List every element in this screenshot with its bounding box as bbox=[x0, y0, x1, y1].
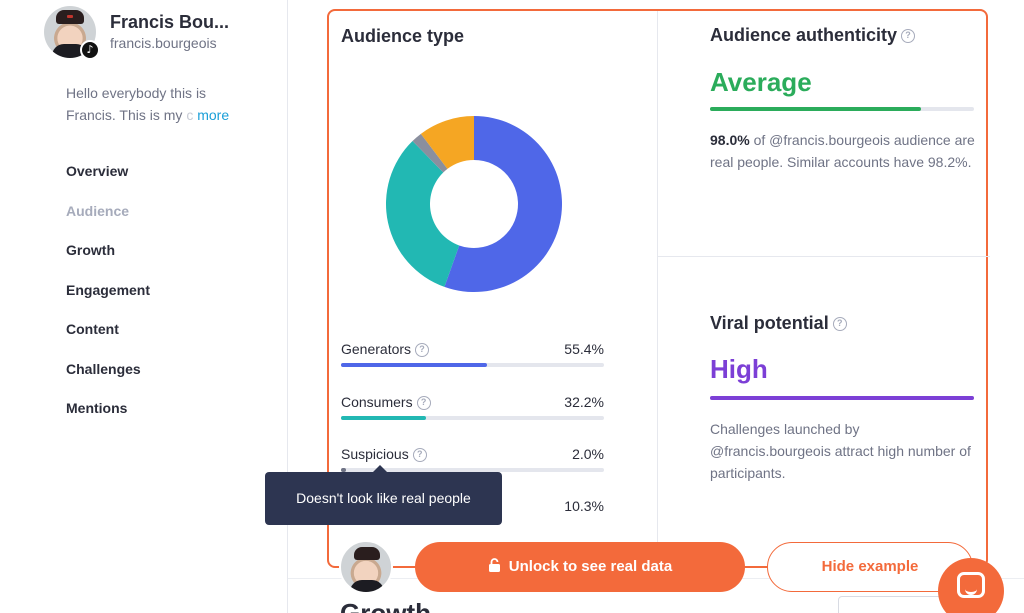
nav-item-audience[interactable]: Audience bbox=[66, 202, 130, 219]
nav-item-mentions[interactable]: Mentions bbox=[66, 400, 128, 416]
donut-slice-suspicious bbox=[412, 133, 448, 173]
legend-label-consumers: Consumers bbox=[341, 394, 413, 410]
viral-title-text: Viral potential bbox=[710, 313, 829, 333]
tiktok-icon: ♪ bbox=[80, 40, 100, 60]
authenticity-pct: 98.0% bbox=[710, 132, 750, 148]
profile-bio: Hello everybody this is Francis. This is… bbox=[66, 82, 246, 126]
avatar-hat bbox=[56, 10, 84, 24]
avatar[interactable] bbox=[44, 6, 96, 58]
donut-slice-fourth bbox=[420, 116, 474, 169]
avatar-hat bbox=[354, 547, 380, 560]
bottom-avatar bbox=[339, 540, 393, 594]
nav-item-overview[interactable]: Overview bbox=[66, 163, 129, 179]
unlock-button-label: Unlock to see real data bbox=[508, 558, 673, 575]
card-divider-vertical bbox=[657, 11, 658, 566]
legend-label-suspicious: Suspicious bbox=[341, 446, 409, 462]
audience-card: Audience type Generators? 55.4% Consumer… bbox=[327, 9, 990, 568]
avatar-body bbox=[52, 44, 88, 58]
donut-slice-consumers bbox=[386, 141, 460, 287]
help-icon[interactable]: ? bbox=[415, 342, 430, 357]
chat-button[interactable] bbox=[938, 558, 1004, 613]
authenticity-title-text: Audience authenticity bbox=[710, 25, 898, 45]
lock-icon bbox=[488, 542, 501, 592]
unlock-button[interactable]: Unlock to see real data bbox=[415, 542, 745, 592]
donut-slice-generators bbox=[444, 116, 562, 292]
audience-type-donut-chart bbox=[386, 116, 562, 292]
help-icon[interactable]: ? bbox=[412, 447, 427, 462]
legend-track bbox=[341, 468, 604, 472]
legend-bar-generators bbox=[341, 363, 487, 367]
legend-row-consumers: Consumers? 32.2% bbox=[341, 394, 604, 420]
chat-icon bbox=[957, 572, 985, 598]
sidebar: ♪ Francis Bou... francis.bourgeois Hello… bbox=[0, 0, 288, 613]
help-icon[interactable]: ? bbox=[416, 395, 431, 410]
bio-faded-text: c bbox=[186, 107, 194, 123]
authenticity-desc-text: of @francis.bourgeois audience are real … bbox=[710, 132, 975, 170]
legend-pct-consumers: 32.2% bbox=[564, 394, 604, 410]
authenticity-description: 98.0% of @francis.bourgeois audience are… bbox=[710, 129, 975, 173]
sidebar-nav: Overview Audience Growth Engagement Cont… bbox=[66, 160, 150, 437]
help-icon[interactable]: ? bbox=[901, 29, 916, 44]
avatar-body bbox=[350, 580, 384, 592]
viral-bar-fill bbox=[710, 396, 974, 400]
viral-rating: High bbox=[710, 354, 768, 384]
help-icon[interactable]: ? bbox=[832, 317, 847, 332]
legend-pct-fourth: 10.3% bbox=[564, 498, 604, 514]
audience-type-title: Audience type bbox=[341, 26, 465, 46]
bio-more-link[interactable]: more bbox=[197, 107, 230, 123]
card-divider-horizontal bbox=[658, 256, 990, 257]
viral-title: Viral potential? bbox=[710, 313, 847, 334]
authenticity-bar-track bbox=[710, 107, 974, 111]
authenticity-rating: Average bbox=[710, 67, 812, 97]
growth-heading: Growth bbox=[340, 598, 431, 613]
nav-item-challenges[interactable]: Challenges bbox=[66, 360, 141, 377]
legend-row-suspicious: Suspicious? 2.0% bbox=[341, 446, 604, 472]
profile-handle: francis.bourgeois bbox=[110, 35, 217, 51]
viral-bar-track bbox=[710, 396, 974, 400]
nav-item-engagement[interactable]: Engagement bbox=[66, 281, 151, 298]
legend-bar-suspicious bbox=[341, 468, 347, 472]
nav-item-growth[interactable]: Growth bbox=[66, 242, 115, 258]
legend-row-generators: Generators? 55.4% bbox=[341, 341, 604, 367]
profile-name: Francis Bou... bbox=[110, 12, 230, 32]
legend-bar-consumers bbox=[341, 416, 426, 420]
legend-pct-generators: 55.4% bbox=[564, 341, 604, 357]
viral-description: Challenges launched by @francis.bourgeoi… bbox=[710, 421, 971, 481]
legend-label-generators: Generators bbox=[341, 341, 412, 357]
authenticity-bar-fill bbox=[710, 107, 922, 111]
tooltip: Doesn't look like real people bbox=[265, 465, 502, 525]
legend-track bbox=[341, 416, 604, 420]
legend-track bbox=[341, 363, 604, 367]
authenticity-title: Audience authenticity? bbox=[710, 25, 916, 46]
legend-pct-suspicious: 2.0% bbox=[572, 446, 604, 462]
nav-item-content[interactable]: Content bbox=[66, 321, 119, 337]
bio-line-2: Francis. This is my bbox=[66, 107, 183, 123]
bio-line-1: Hello everybody this is bbox=[66, 85, 207, 101]
